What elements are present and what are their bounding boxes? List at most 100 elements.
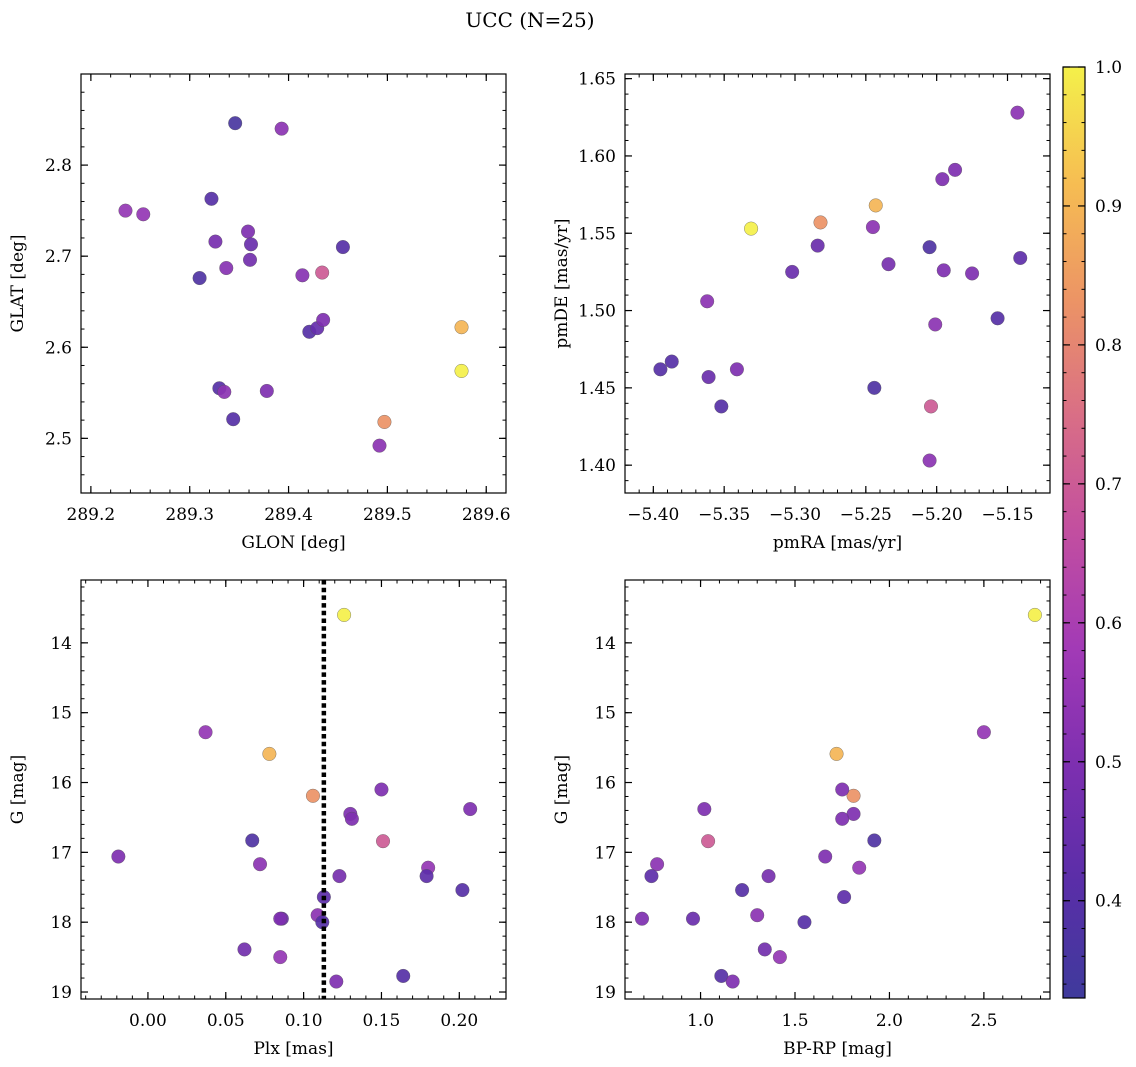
x-tick-label: 289.3 — [165, 505, 214, 525]
scatter-point — [332, 869, 347, 884]
scatter-point — [198, 725, 213, 740]
colorbar-tick-label: 0.4 — [1095, 892, 1122, 912]
scatter-point — [217, 384, 232, 399]
scatter-point — [455, 883, 470, 898]
scatter-point — [922, 453, 937, 468]
scatter-point — [650, 857, 665, 872]
scatter-point — [335, 240, 350, 255]
scatter-point — [259, 384, 274, 398]
x-axis-label: pmRA [mas/yr] — [773, 533, 902, 553]
scatter-point — [463, 802, 478, 817]
x-tick-label: 1.5 — [781, 1011, 808, 1031]
plot-frame — [80, 73, 507, 494]
x-tick-label: 0.05 — [207, 1011, 245, 1031]
x-tick-label: 289.4 — [264, 505, 313, 525]
scatter-point — [454, 320, 469, 335]
y-tick-label: 15 — [50, 704, 72, 724]
x-tick-label: 0.20 — [440, 1011, 478, 1031]
scatter-panel-3: 0.00 0.05 0.10 0.15 0.20 14 15 16 17 18 19 Plx [mas… — [8, 579, 507, 1059]
scatter-point — [118, 203, 133, 218]
x-axis-label: Plx [mas] — [253, 1039, 333, 1059]
scatter-point — [337, 607, 352, 622]
y-tick-label: 1.50 — [578, 302, 616, 322]
scatter-point — [228, 116, 243, 131]
scatter-point — [372, 438, 387, 453]
scatter-point — [700, 294, 715, 309]
y-tick-label: 14 — [594, 634, 616, 654]
scatter-point — [785, 264, 800, 279]
y-tick-label: 19 — [594, 983, 616, 1003]
scatter-point — [204, 191, 219, 206]
scatter-panel-2: −5.40 −5.35 −5.30 −5.25 −5.20 −5.15 1.40 1.45 1.… — [552, 70, 1051, 553]
scatter-point — [305, 788, 320, 803]
scatter-point — [761, 869, 776, 884]
scatter-point — [965, 266, 980, 281]
scatter-point — [818, 849, 833, 864]
scatter-point — [948, 162, 963, 177]
scatter-point — [936, 263, 951, 278]
scatter-point — [219, 261, 234, 275]
scatter-point — [868, 198, 883, 213]
y-axis-label: G [mag] — [552, 755, 572, 824]
scatter-point — [295, 268, 310, 283]
scatter-point — [935, 172, 950, 187]
x-tick-label: 0.15 — [363, 1011, 401, 1031]
scatter-point — [881, 257, 896, 272]
scatter-point — [810, 238, 825, 253]
plot-frame — [624, 579, 1051, 1000]
y-tick-label: 1.65 — [578, 70, 616, 90]
scatter-point — [644, 869, 659, 884]
scatter-point — [1010, 105, 1025, 120]
scatter-point — [990, 311, 1005, 326]
scatter-point — [714, 968, 729, 983]
scatter-point — [835, 782, 850, 797]
scatter-point — [729, 362, 744, 377]
scatter-point — [316, 312, 331, 327]
x-tick-label: 1.0 — [687, 1011, 714, 1031]
scatter-point — [1027, 607, 1042, 622]
scatter-point — [419, 869, 434, 884]
scatter-point — [315, 265, 330, 280]
y-tick-label: 19 — [50, 983, 72, 1003]
y-tick-label: 1.40 — [578, 456, 616, 476]
scatter-point — [924, 399, 938, 414]
x-tick-label: −5.20 — [911, 505, 963, 525]
scatter-point — [243, 252, 257, 267]
y-tick-label: 1.45 — [578, 379, 616, 399]
scatter-point — [192, 271, 207, 286]
scatter-point — [922, 240, 937, 255]
scatter-point — [865, 220, 880, 235]
y-tick-label: 2.7 — [45, 247, 72, 267]
scatter-point — [697, 802, 712, 817]
scatter-point — [813, 215, 828, 230]
y-tick-label: 2.6 — [45, 338, 72, 358]
y-tick-label: 2.8 — [45, 156, 72, 176]
scatter-point — [867, 380, 882, 395]
scatter-point — [245, 833, 260, 848]
x-axis-label: BP-RP [mag] — [783, 1039, 892, 1059]
colorbar: 0.4 0.5 0.6 0.7 0.8 0.9 1.0 — [1062, 58, 1122, 999]
scatter-point — [837, 890, 852, 905]
scatter-point — [241, 224, 256, 239]
y-axis-label: pmDE [mas/yr] — [552, 218, 572, 348]
x-tick-label: 289.2 — [67, 505, 116, 525]
colorbar-tick-label: 0.7 — [1095, 475, 1122, 495]
scatter-point — [244, 237, 258, 252]
scatter-point — [835, 811, 850, 826]
scatter-point — [273, 911, 288, 926]
x-tick-label: −5.40 — [627, 505, 679, 525]
y-tick-label: 16 — [594, 774, 616, 794]
colorbar-tick-label: 0.9 — [1095, 197, 1122, 217]
colorbar-tick-label: 0.8 — [1095, 336, 1122, 356]
scatter-point — [701, 370, 716, 385]
scatter-point — [237, 942, 252, 957]
scatter-point — [852, 860, 867, 875]
scatter-point — [846, 788, 861, 803]
y-axis-label: GLAT [deg] — [8, 234, 28, 332]
scatter-point — [664, 354, 679, 369]
x-tick-label: −5.15 — [981, 505, 1033, 525]
scatter-point — [1013, 251, 1028, 265]
x-tick-label: −5.25 — [840, 505, 892, 525]
x-tick-label: 0.10 — [285, 1011, 323, 1031]
scatter-point — [262, 746, 277, 761]
